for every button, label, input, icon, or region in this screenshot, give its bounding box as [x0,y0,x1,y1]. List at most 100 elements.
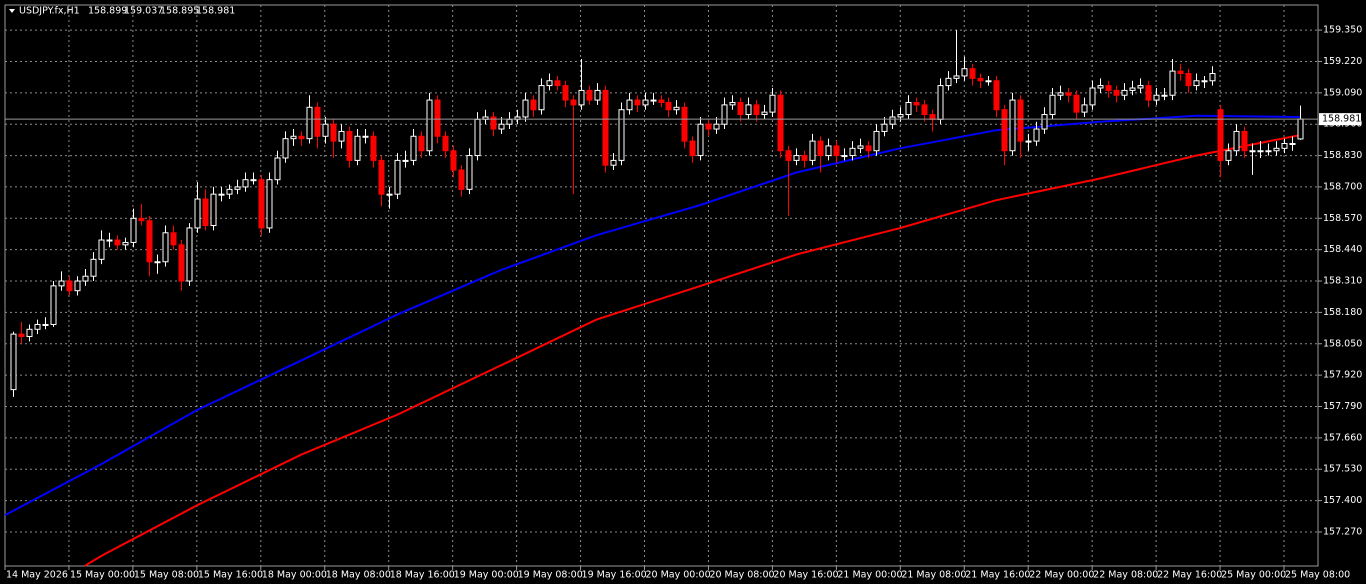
candle-body [1009,99,1016,152]
candle-body [218,193,225,196]
y-tick-label: 158.570 [1323,213,1362,224]
x-tick-label: 20 May 08:00 [709,570,774,581]
candle-body [314,106,321,137]
candle-body [642,99,649,106]
candle-body [1017,99,1024,142]
candle-body [162,232,169,263]
candle-body [817,140,824,157]
candle-body [250,179,257,182]
candle-body [98,239,105,260]
y-tick-label: 158.440 [1323,244,1362,255]
y-tick-label: 159.220 [1323,56,1362,67]
price-label-box [1319,113,1361,126]
candle-body [673,106,680,111]
candle-body [386,193,393,196]
candle-body [242,179,249,188]
candle-body [626,99,633,111]
candle-body [234,186,241,190]
candle-body [258,179,265,229]
y-tick-label: 157.920 [1323,370,1362,381]
candle-body [1129,87,1136,91]
candle-body [90,258,97,277]
candle-body [665,101,672,111]
candle-body [610,159,617,166]
candle-body [26,328,33,338]
y-tick-label: 157.400 [1323,495,1362,506]
candle-body [873,130,880,152]
candle-body [106,239,113,242]
candle-body [490,116,497,130]
candle-body [58,280,65,287]
x-tick-label: 21 May 08:00 [901,570,966,581]
x-tick-label: 22 May 00:00 [1029,570,1094,581]
candle-body [833,145,840,157]
candle-body [1265,150,1272,153]
candle-body [458,169,465,190]
candle-body [945,77,952,87]
candle-body [130,217,137,243]
candle-body [1241,130,1248,152]
price-label: 158.981 [1322,114,1361,125]
candle-body [1025,140,1032,143]
candle-body [450,150,457,171]
candle-body [370,135,377,161]
candle-body [138,217,145,222]
candle-body [1073,94,1080,113]
candle-body [178,244,185,282]
candle-body [705,123,712,130]
candle-body [226,188,233,195]
candle-body [74,280,81,292]
candle-body [745,104,752,116]
candle-body [210,193,217,227]
candle-body [410,135,417,161]
candle-body [434,99,441,137]
x-tick-label: 15 May 16:00 [198,570,263,581]
x-tick-label: 21 May 00:00 [837,570,902,581]
candle-body [881,123,888,132]
candle-body [154,261,161,264]
candle-body [1185,73,1192,87]
candle-body [394,159,401,195]
candle-body [913,101,920,106]
candle-body [266,179,273,229]
candle-body [562,85,569,101]
candle-body [338,130,345,142]
candle-body [737,101,744,116]
candle-body [889,116,896,125]
candle-body [530,99,537,111]
y-tick-label: 157.270 [1323,526,1362,537]
candle-body [969,68,976,79]
candle-body [809,140,816,161]
candle-body [658,99,665,103]
candle-body [1225,150,1232,161]
candle-body [274,157,281,181]
candle-body [506,118,513,125]
candle-body [322,123,329,137]
y-tick-label: 158.180 [1323,307,1362,318]
candle-body [290,135,297,140]
candle-body [961,68,968,77]
candle-body [586,89,593,101]
candle-body [346,130,353,161]
candle-body [18,333,25,338]
moving-average [4,114,1301,516]
candle-body [50,285,57,325]
candle-body [194,198,201,229]
symbol: USDJPY.fx,H1 [19,6,80,17]
candle-body [442,135,449,152]
candle-body [1209,73,1216,82]
candle-body [1233,130,1240,152]
candle-body [146,220,153,263]
candle-body [1201,80,1208,83]
candle-body [122,241,129,246]
x-tick-label: 21 May 16:00 [965,570,1030,581]
candle-body [1057,92,1064,96]
y-tick-label: 157.530 [1323,464,1362,475]
candle-body [937,85,944,120]
x-tick-label: 19 May 08:00 [518,570,583,581]
candle-body [498,123,505,130]
candle-body [753,104,760,116]
candle-body [993,80,1000,111]
x-tick-label: 20 May 16:00 [773,570,838,581]
candle-body [1121,89,1128,96]
